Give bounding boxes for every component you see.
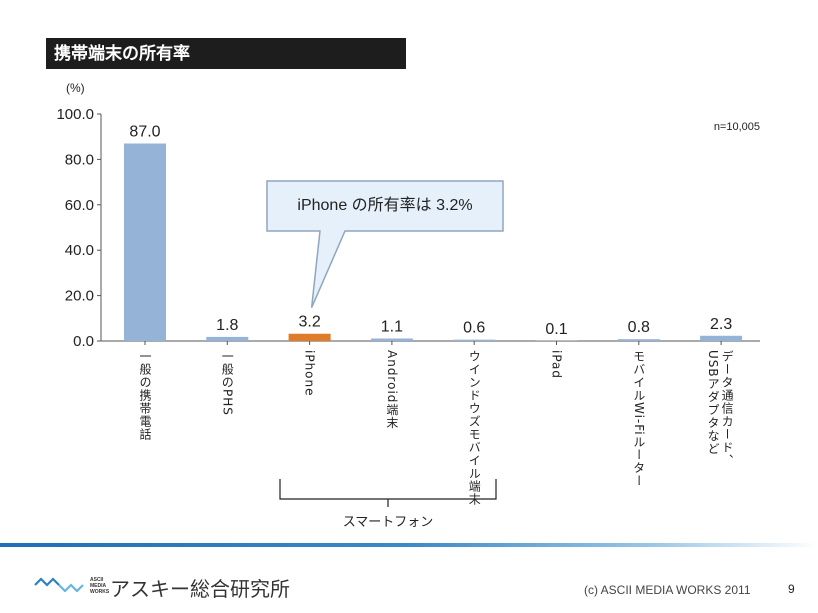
value-label: 1.1 xyxy=(381,319,403,336)
bar-3 xyxy=(370,338,413,341)
category-label: iPad xyxy=(550,350,564,379)
value-label: 1.8 xyxy=(216,317,238,334)
wave-logo-icon xyxy=(34,577,84,592)
smartphone-group-label: スマートフォン xyxy=(342,514,434,529)
callout-bubble xyxy=(266,180,504,309)
copyright: (c) ASCII MEDIA WORKS 2011 xyxy=(584,583,751,597)
category-label: USBアダプタなど xyxy=(706,350,720,456)
bar-2 xyxy=(288,333,331,341)
value-label: 3.2 xyxy=(298,314,320,331)
value-label: 0.6 xyxy=(463,320,485,337)
footer-rule xyxy=(0,543,818,547)
category-label: モバイルWi-Fiルーター xyxy=(632,350,646,488)
y-axis-unit: (%) xyxy=(66,81,85,95)
category-label: 一般の携帯電話 xyxy=(138,350,152,441)
y-tick-label: 60.0 xyxy=(65,197,94,214)
sample-size-note: n=10,005 xyxy=(713,121,760,133)
y-tick-label: 0.0 xyxy=(73,333,94,350)
category-label: データ通信カード、 xyxy=(720,350,734,467)
value-label: 2.3 xyxy=(710,316,732,333)
y-tick-label: 20.0 xyxy=(65,288,94,305)
bar-1 xyxy=(206,336,249,341)
category-label: ウインドウズモバイル端末 xyxy=(467,350,481,506)
bar-4 xyxy=(453,339,496,341)
y-tick-label: 100.0 xyxy=(56,106,94,123)
page-number: 9 xyxy=(788,582,795,596)
category-label: iPhone xyxy=(303,350,317,397)
bar-6 xyxy=(617,339,660,341)
value-label: 87.0 xyxy=(129,124,160,141)
y-tick-label: 40.0 xyxy=(65,242,94,259)
callout-text: iPhone の所有率は 3.2% xyxy=(297,197,473,214)
chart-title: 携帯端末の所有率 xyxy=(46,38,406,69)
bar-0 xyxy=(124,143,166,341)
logo-small-text: ASCII MEDIA WORKS xyxy=(90,577,110,595)
value-label: 0.1 xyxy=(545,321,567,338)
y-tick-label: 80.0 xyxy=(65,151,94,168)
value-label: 0.8 xyxy=(628,319,650,336)
logo-name: アスキー総合研究所 xyxy=(110,579,290,601)
bar-7 xyxy=(700,335,743,341)
category-label: 一般のPHS xyxy=(220,350,234,416)
smartphone-bracket xyxy=(279,479,497,500)
category-label: Android端末 xyxy=(385,350,399,429)
